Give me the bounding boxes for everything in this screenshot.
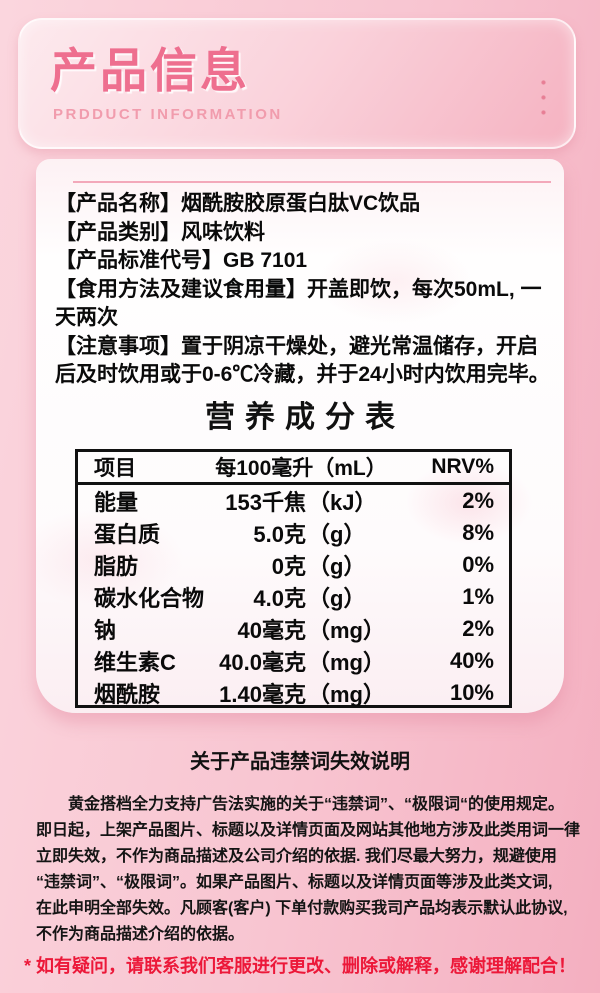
table-row: 烟酰胺 1.40毫克 （mg） 10% [78, 677, 509, 709]
page-title: 产品信息 [50, 44, 250, 97]
product-info-line: 【注意事项】置于阴凉干燥处，避光常温储存，开启 [55, 334, 538, 358]
divider-line [73, 181, 551, 183]
disclaimer-paragraph: 黄金搭档全力支持广告法实施的关于“违禁词”、“极限词“的使用规定。 即日起，上架… [36, 792, 581, 948]
dot-icon [541, 95, 546, 100]
cell-amount: 40.0毫克 [219, 650, 306, 675]
disclaimer-line: 立即失效，不作为商品描述及公司介绍的依据. 我们尽最大努力，规避使用 [36, 848, 557, 865]
cell-unit: （kJ） [308, 490, 377, 515]
table-row: 脂肪 0克 （g） 0% [78, 549, 509, 581]
cell-nrv: 10% [449, 680, 494, 705]
page-subtitle: PRDDUCT INFORMATION [53, 106, 283, 123]
product-info-line: 【产品标准代号】GB 7101 [55, 249, 308, 272]
nutrition-table-title: 营养成分表 [205, 401, 405, 434]
disclaimer-line: “违禁词”、“极限词”。如果产品图片、标题以及详情页面等涉及此类文词, [36, 874, 553, 891]
cell-nrv: 2% [462, 488, 494, 513]
table-row: 维生素C 40.0毫克 （mg） 40% [78, 645, 509, 677]
product-info-line: 天两次 [55, 306, 118, 329]
cell-nrv: 8% [462, 520, 494, 545]
cell-amount: 4.0克 [253, 586, 306, 611]
cell-nrv: 0% [462, 552, 494, 577]
cell-amount: 1.40毫克 [219, 682, 306, 707]
cell-nutrient: 钠 [94, 618, 117, 643]
cell-amount: 40毫克 [237, 618, 306, 643]
disclaimer-line: 在此申明全部失效。凡顾客(客户) 下单付款购买我司产品均表示默认此协议, [36, 900, 568, 917]
product-info-line: 【食用方法及建议食用量】开盖即饮，每次50mL, 一 [55, 277, 542, 301]
cell-amount: 0克 [271, 554, 306, 579]
table-header-row: 项目 每100毫升（mL） NRV% [78, 452, 509, 485]
cell-amount: 153千焦 [225, 490, 306, 515]
table-row: 碳水化合物 4.0克 （g） 1% [78, 581, 509, 613]
dot-icon [541, 110, 546, 115]
cell-nrv: 40% [449, 648, 494, 673]
table-row: 蛋白质 5.0克 （g） 8% [78, 517, 509, 549]
header-cell-nrv: NRV% [431, 455, 494, 478]
header-cell-per-100ml: 每100毫升（mL） [215, 457, 387, 480]
product-info-line: 【产品类别】风味饮料 [55, 220, 265, 244]
cell-nutrient: 脂肪 [94, 554, 139, 579]
cell-nrv: 1% [462, 584, 494, 609]
dots-decoration [541, 80, 546, 115]
cell-unit: （g） [308, 554, 366, 579]
product-info-block: 【产品名称】烟酰胺胶原蛋白肽VC饮品 【产品类别】风味饮料 【产品标准代号】GB… [55, 190, 555, 390]
cell-nutrient: 维生素C [94, 650, 176, 675]
cell-amount: 5.0克 [253, 522, 306, 547]
disclaimer-line: 不作为商品描述介绍的依据。 [36, 926, 245, 943]
product-details-card: 【产品名称】烟酰胺胶原蛋白肽VC饮品 【产品类别】风味饮料 【产品标准代号】GB… [36, 159, 564, 713]
cell-nrv: 2% [462, 616, 494, 641]
dot-icon [541, 80, 546, 85]
cell-nutrient: 烟酰胺 [94, 682, 161, 707]
header-cell-item: 项目 [94, 457, 136, 480]
disclaimer-title: 关于产品违禁词失效说明 [190, 751, 410, 773]
contact-note: * 如有疑问，请联系我们客服进行更改、删除或解释，感谢理解配合！ [23, 956, 576, 976]
cell-unit: （mg） [308, 682, 386, 707]
cell-unit: （g） [308, 522, 366, 547]
table-row: 能量 153千焦 （kJ） 2% [78, 485, 509, 517]
cell-unit: （mg） [308, 618, 386, 643]
table-row: 钠 40毫克 （mg） 2% [78, 613, 509, 645]
cell-unit: （mg） [308, 650, 386, 675]
cell-unit: （g） [308, 586, 366, 611]
table-body: 能量 153千焦 （kJ） 2% 蛋白质 5.0克 （g） 8% 脂肪 0克 （… [78, 485, 509, 709]
header-card: 产品信息 PRDDUCT INFORMATION [18, 18, 576, 149]
nutrition-table: 项目 每100毫升（mL） NRV% 能量 153千焦 （kJ） 2% 蛋白质 … [75, 449, 512, 708]
product-info-line: 后及时饮用或于0-6℃冷藏，并于24小时内饮用完毕。 [55, 363, 550, 386]
cell-nutrient: 碳水化合物 [94, 586, 205, 611]
cell-nutrient: 能量 [94, 490, 139, 515]
disclaimer-line: 黄金搭档全力支持广告法实施的关于“违禁词”、“极限词“的使用规定。 [68, 796, 565, 813]
disclaimer-line: 即日起，上架产品图片、标题以及详情页面及网站其他地方涉及此类用词一律 [36, 822, 581, 839]
cell-nutrient: 蛋白质 [94, 522, 161, 547]
product-info-line: 【产品名称】烟酰胺胶原蛋白肽VC饮品 [55, 192, 421, 215]
